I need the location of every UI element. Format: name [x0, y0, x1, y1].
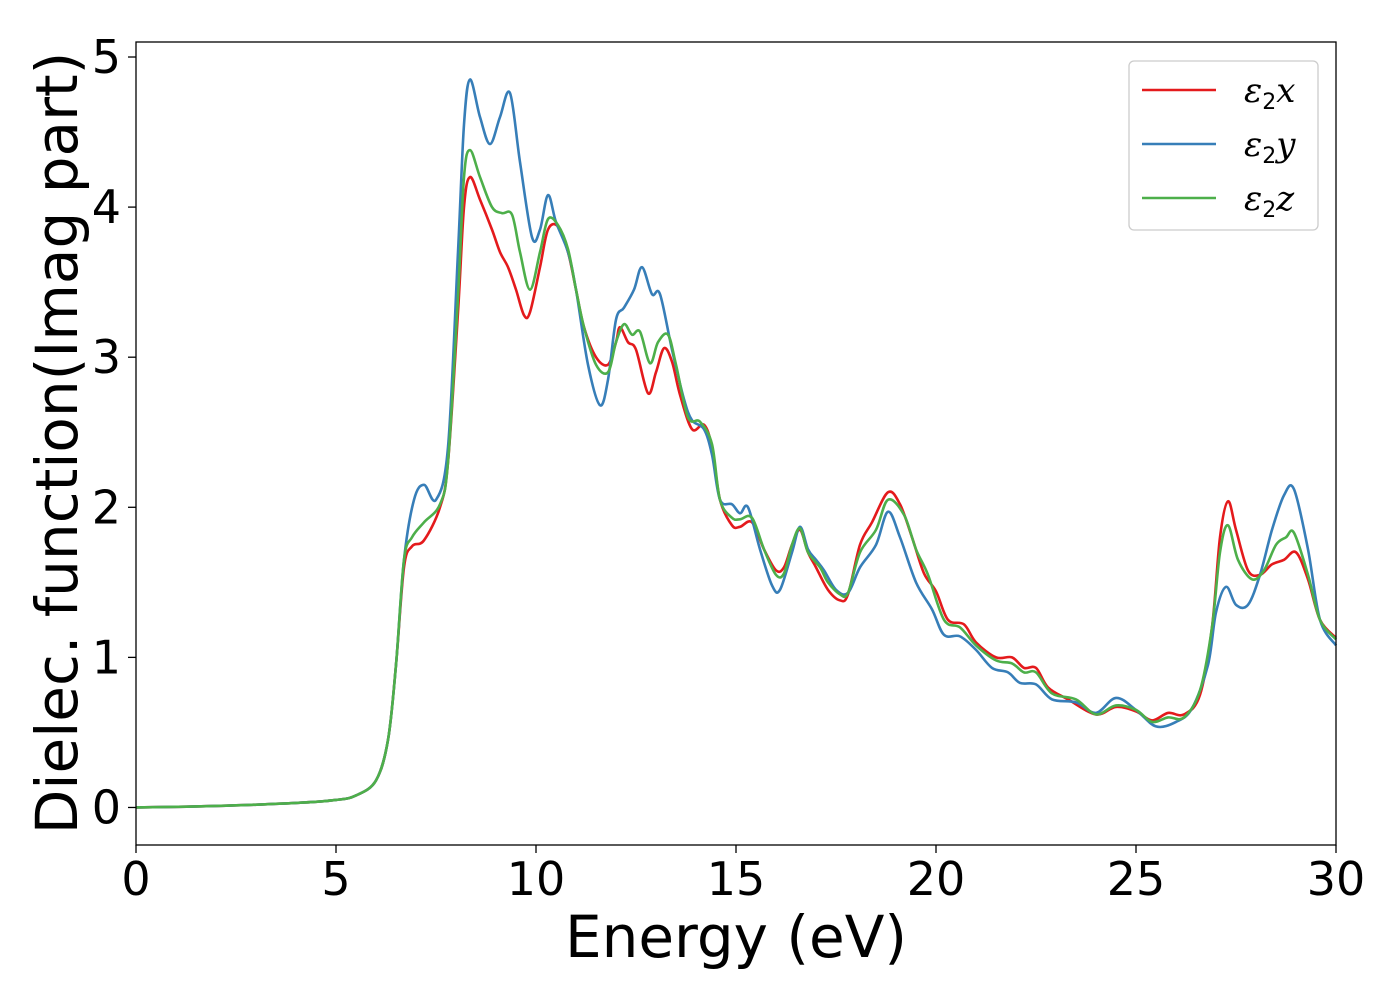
legend-box — [1128, 60, 1319, 231]
y-tick-label: 2 — [92, 480, 121, 534]
x-tick-label: 15 — [707, 852, 766, 906]
y-tick-label: 4 — [92, 180, 121, 234]
y-tick-label: 0 — [92, 780, 121, 834]
x-tick-label: 0 — [121, 852, 150, 906]
x-tick-label: 30 — [1307, 852, 1366, 906]
y-axis: 0 1 2 3 4 5 — [92, 30, 136, 834]
legend-label-x: ε2x — [1244, 71, 1295, 115]
x-tick-label: 25 — [1107, 852, 1166, 906]
x-tick-label: 5 — [321, 852, 350, 906]
series-line-x — [135, 175, 1337, 809]
series-line-z — [135, 148, 1338, 809]
y-tick-label: 1 — [92, 630, 121, 684]
legend-label-y: ε2y — [1244, 125, 1296, 169]
legend: ε2x ε2y ε2z — [1128, 60, 1319, 231]
x-axis-label: Energy (eV) — [565, 903, 907, 971]
y-tick-label: 3 — [92, 330, 121, 384]
legend-label-z: ε2z — [1244, 179, 1295, 223]
plot-lines — [135, 78, 1338, 809]
x-tick-label: 10 — [507, 852, 566, 906]
y-tick-label: 5 — [92, 30, 121, 84]
x-tick-label: 20 — [907, 852, 966, 906]
x-axis: 0 5 10 15 20 25 30 — [121, 845, 1365, 906]
y-axis-label: Dielec. function(Imag part) — [23, 52, 91, 835]
